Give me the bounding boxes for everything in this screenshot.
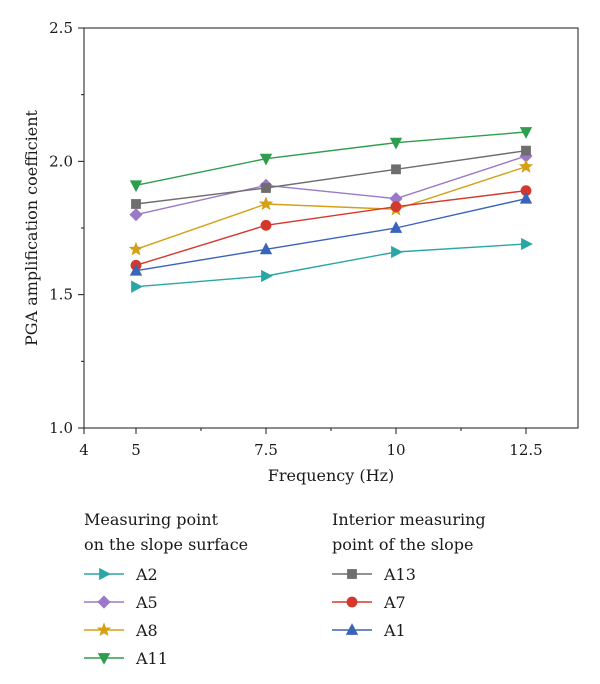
series-line-a5 — [135, 155, 527, 216]
series-line-a11 — [135, 131, 527, 187]
data-point-a13 — [391, 164, 401, 175]
series-line-a8 — [135, 166, 527, 250]
legend-group-title: point of the slope — [332, 535, 473, 554]
legend-label: A13 — [383, 565, 416, 584]
legend-item-a5: A5 — [84, 593, 158, 612]
legend-group-title: on the slope surface — [84, 535, 248, 554]
legend-label: A2 — [135, 565, 158, 584]
data-point-a7 — [390, 201, 402, 213]
data-point-a2 — [391, 245, 403, 259]
data-point-a1 — [259, 242, 273, 255]
legend: Measuring point on the slope surface A2 A5 A… — [84, 510, 486, 668]
legend-group-title: Measuring point — [84, 510, 219, 529]
legend-label: A1 — [383, 621, 406, 640]
series-a7 — [130, 185, 532, 271]
data-point-a11 — [129, 180, 143, 193]
data-point-a11 — [389, 137, 403, 150]
x-tick-label: 7.5 — [254, 441, 278, 459]
legend-label: A5 — [135, 593, 158, 612]
y-tick-label: 1.5 — [49, 286, 73, 304]
data-point-a2 — [131, 280, 143, 293]
data-point-a8 — [258, 196, 274, 211]
legend-group-1: Measuring point on the slope surface A2 A5 A… — [84, 510, 248, 668]
series-a1 — [129, 191, 533, 276]
data-point-a7 — [260, 219, 272, 231]
series-line-a13 — [135, 149, 527, 205]
y-tick-label: 2.5 — [49, 19, 73, 37]
plot-frame — [83, 27, 579, 429]
legend-marker — [346, 596, 358, 608]
data-point-a1 — [389, 221, 403, 233]
data-point-a2 — [261, 269, 273, 283]
data-point-a5 — [129, 208, 143, 222]
y-axis-title: PGA amplification coefficient — [22, 109, 41, 346]
legend-item-a8: A8 — [84, 621, 158, 640]
legend-label: A8 — [135, 621, 158, 640]
x-tick-label: 10 — [386, 441, 405, 459]
legend-item-a7: A7 — [332, 593, 406, 612]
axes: 4 5 7.5 10 12.5 1.0 1.5 2.0 2.5 Frequency (Hz) PGA… — [22, 19, 543, 485]
legend-label: A7 — [383, 593, 406, 612]
y-tick-label: 1.0 — [49, 419, 73, 437]
data-point-a8 — [128, 241, 144, 256]
data-point-a11 — [519, 127, 533, 139]
data-point-a13 — [261, 183, 271, 193]
legend-item-a13: A13 — [332, 565, 416, 584]
legend-item-a1: A1 — [332, 621, 406, 640]
legend-group-2: Interior measuring point of the slope A13 A… — [332, 510, 486, 640]
plot-area — [83, 27, 579, 429]
series-line-a2 — [135, 243, 527, 288]
series-group — [128, 127, 534, 293]
legend-item-a11: A11 — [84, 649, 168, 668]
series-line-a7 — [135, 189, 527, 267]
series-line-a1 — [135, 197, 527, 272]
series-a5 — [129, 149, 533, 222]
series-a11 — [129, 127, 533, 193]
series-a13 — [131, 145, 531, 209]
legend-marker — [345, 623, 359, 635]
data-point-a1 — [519, 191, 533, 204]
data-point-a13 — [521, 145, 531, 156]
data-point-a8 — [518, 159, 534, 173]
data-point-a2 — [521, 237, 533, 251]
legend-group-title: Interior measuring — [332, 510, 486, 529]
legend-marker — [97, 653, 111, 665]
data-point-a11 — [259, 153, 273, 166]
legend-marker — [96, 622, 112, 637]
x-axis-title: Frequency (Hz) — [268, 466, 395, 485]
y-tick-label: 2.0 — [49, 152, 73, 170]
series-a2 — [131, 237, 533, 293]
x-tick-label: 5 — [131, 441, 141, 459]
x-tick-label: 12.5 — [509, 441, 542, 459]
legend-marker — [347, 569, 357, 579]
data-point-a1 — [129, 263, 143, 276]
legend-item-a2: A2 — [84, 565, 158, 584]
x-tick-label: 4 — [79, 441, 89, 459]
data-point-a13 — [131, 199, 141, 209]
legend-label: A11 — [135, 649, 168, 668]
legend-marker — [99, 567, 111, 581]
legend-marker — [97, 595, 111, 609]
